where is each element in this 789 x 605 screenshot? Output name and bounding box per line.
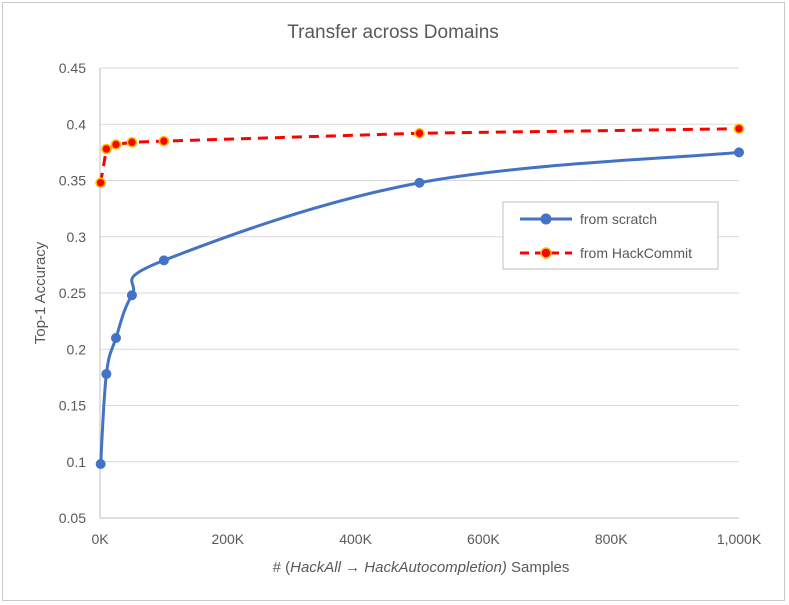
y-tick-label: 0.1: [67, 454, 87, 470]
data-point-from-scratch: [414, 177, 425, 188]
legend-label-hackcommit: from HackCommit: [580, 245, 692, 261]
y-tick-label: 0.4: [67, 116, 87, 132]
x-tick-label: 1,000K: [717, 531, 762, 547]
data-point-from-scratch: [158, 255, 169, 266]
legend-label-scratch: from scratch: [580, 211, 657, 227]
x-axis-label-suffix: Samples: [507, 559, 570, 576]
x-tick-label: 800K: [595, 531, 628, 547]
y-tick-label: 0.2: [67, 341, 87, 357]
data-point-from-hackcommit: [158, 135, 170, 147]
data-point-from-hackcommit: [126, 136, 138, 148]
x-axis-label: # (HackAll → HackAutocompletion) Samples: [273, 559, 570, 576]
y-tick-label: 0.15: [59, 398, 86, 414]
x-tick-label: 200K: [211, 531, 244, 547]
series-layer: [95, 123, 745, 469]
legend-marker-hackcommit: [540, 247, 552, 259]
x-tick-label: 600K: [467, 531, 500, 547]
x-axis-label-italic: HackAll → HackAutocompletion): [290, 559, 507, 576]
x-axis-label-prefix: # (: [273, 559, 291, 576]
legend: from scratch from HackCommit: [502, 201, 719, 270]
y-tick-label: 0.05: [59, 510, 86, 526]
legend-marker-scratch: [540, 213, 552, 225]
legend-box: [502, 201, 719, 270]
data-point-from-scratch: [126, 290, 137, 301]
x-tick-label: 400K: [339, 531, 372, 547]
data-point-from-hackcommit: [414, 127, 425, 139]
data-point-from-hackcommit: [101, 143, 112, 155]
data-point-from-hackcommit: [733, 123, 745, 135]
data-point-from-hackcommit: [95, 177, 106, 189]
data-point-from-scratch: [101, 369, 112, 379]
y-tick-label: 0.3: [67, 229, 87, 245]
chart-title: Transfer across Domains: [287, 22, 499, 43]
y-axis-ticks: 0.05 0.1 0.15 0.2 0.25 0.3 0.35 0.4 0.45: [59, 60, 86, 526]
y-tick-label: 0.35: [59, 173, 86, 189]
data-point-from-scratch: [95, 459, 106, 469]
data-point-from-hackcommit: [110, 139, 122, 150]
data-point-from-scratch: [734, 147, 744, 158]
x-axis-ticks: 0K 200K 400K 600K 800K 1,000K: [91, 531, 761, 547]
y-tick-label: 0.25: [59, 285, 86, 301]
y-tick-label: 0.45: [59, 60, 86, 76]
data-point-from-scratch: [110, 333, 121, 343]
x-tick-label: 0K: [91, 531, 109, 547]
series-line-from-scratch: [99, 150, 740, 465]
y-axis-label: Top-1 Accuracy: [32, 241, 49, 344]
